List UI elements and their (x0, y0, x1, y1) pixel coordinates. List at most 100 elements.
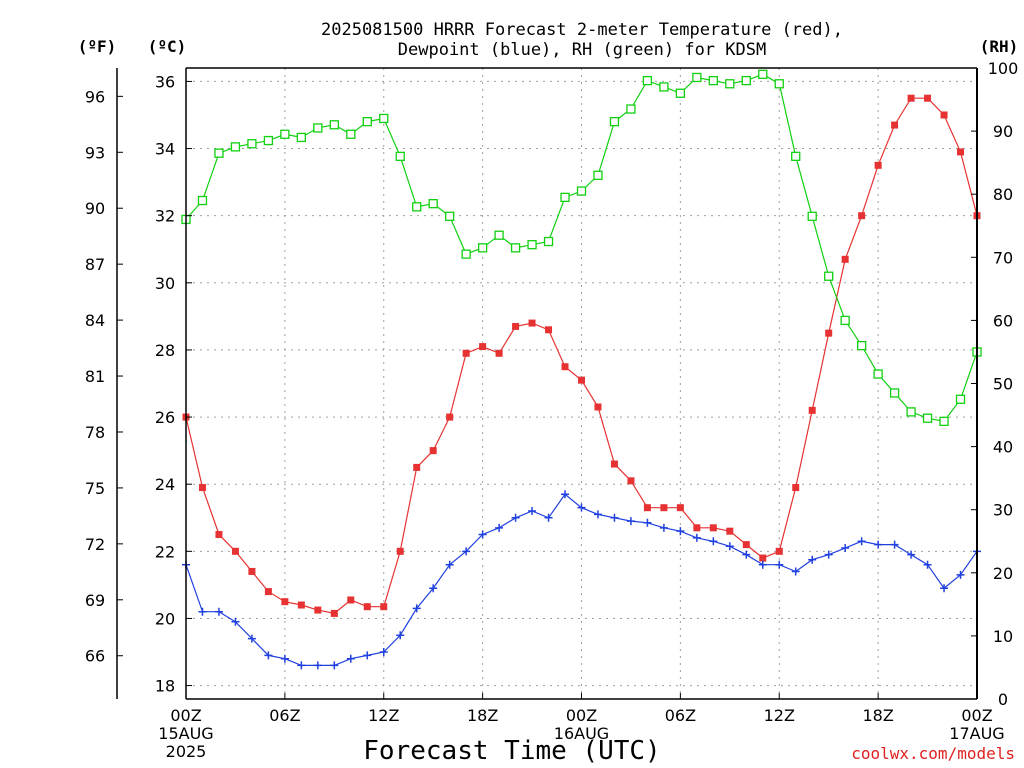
dewpoint-point (791, 567, 800, 576)
dewpoint-point (412, 604, 421, 613)
fahrenheit-tick-label: 78 (85, 423, 105, 442)
dewpoint-point (445, 560, 454, 569)
rh-point (922, 413, 933, 423)
rh-point (774, 79, 784, 89)
rh-point (329, 120, 339, 130)
dewpoint-point (725, 542, 734, 551)
temperature-point (198, 484, 206, 492)
x-tick-label: 18Z (467, 706, 498, 725)
temperature-point (627, 477, 635, 485)
chart-title-line-1: 2025081500 HRRR Forecast 2-meter Tempera… (321, 20, 843, 40)
celsius-tick-label: 20 (155, 609, 175, 628)
temperature-point (446, 413, 454, 421)
temperature-point (347, 596, 355, 604)
x-tick-label: 2025 (166, 742, 207, 761)
temperature-point (792, 484, 800, 492)
rh-point (840, 315, 850, 326)
rh-point (263, 135, 274, 146)
rh-point (379, 113, 389, 124)
temperature-point (610, 460, 618, 468)
text-layer: 2025081500 HRRR Forecast 2-meter Tempera… (78, 20, 1019, 766)
temperature-point (578, 376, 585, 384)
dewpoint-point (775, 560, 784, 569)
rh-point (543, 236, 554, 247)
x-tick-label: 06Z (269, 706, 300, 725)
temperature-point (231, 547, 239, 555)
celsius-tick-label: 26 (155, 408, 175, 427)
dewpoint-point (231, 617, 240, 626)
fahrenheit-tick-label: 66 (85, 647, 105, 666)
dewpoint-point (297, 661, 306, 670)
temperature-point (742, 541, 750, 549)
temperature-point (495, 349, 503, 357)
rh-point (296, 132, 307, 143)
dewpoint-point (907, 550, 916, 559)
dewpoint-point (890, 540, 899, 549)
dewpoint-point (940, 584, 949, 593)
rh-point (346, 129, 356, 139)
temperature-point (314, 606, 322, 614)
temperature-point (479, 343, 487, 351)
temperature-point (561, 363, 569, 371)
rh-point (576, 186, 587, 196)
rh-point (494, 230, 504, 240)
rh-tick-label: 20 (993, 564, 1013, 583)
dewpoint-point (676, 527, 685, 536)
dewpoint-point (264, 651, 273, 660)
rh-point (659, 82, 669, 92)
temperature-point (907, 94, 915, 102)
x-tick-label: 18Z (862, 706, 893, 725)
dewpoint-point (874, 540, 883, 549)
temperature-point (545, 326, 553, 334)
dewpoint-point (280, 654, 289, 663)
rh-point (593, 170, 603, 180)
x-tick-label: 17AUG (949, 724, 1004, 743)
rh-point (230, 142, 241, 152)
dewpoint-point (841, 543, 850, 552)
rh-point (412, 202, 422, 212)
rh-tick-label: 0 (998, 690, 1008, 709)
temperature-point (726, 527, 734, 535)
dewpoint-point (808, 555, 817, 564)
dewpoint-point (577, 503, 586, 512)
x-tick-label: 00Z (566, 706, 597, 725)
x-tick-label: 15AUG (158, 724, 213, 743)
rh-point (560, 192, 570, 203)
dewpoint-point (462, 547, 471, 556)
celsius-tick-label: 30 (155, 274, 175, 293)
rh-point (313, 123, 323, 133)
rh-point (527, 240, 537, 250)
fahrenheit-tick-label: 90 (85, 199, 105, 218)
rh-point (906, 407, 916, 417)
celsius-tick-label: 28 (155, 341, 175, 360)
fahrenheit-tick-label: 81 (85, 367, 105, 386)
grid-layer (185, 68, 978, 699)
temperature-point (676, 504, 684, 512)
x-tick-label: 12Z (764, 706, 795, 725)
fahrenheit-tick-label: 75 (85, 479, 105, 498)
frame-layer (116, 67, 978, 700)
temperature-point (429, 447, 437, 455)
dewpoint-point (956, 570, 965, 579)
rh-tick-label: 80 (993, 185, 1013, 204)
temperature-point (462, 349, 470, 357)
rh-tick-label: 60 (993, 311, 1013, 330)
temperature-point (874, 161, 882, 169)
rh-point (889, 388, 900, 398)
dewpoint-point (247, 634, 256, 643)
dewpoint-point (495, 523, 504, 532)
temperature-point (693, 524, 701, 532)
temperature-point (264, 588, 272, 596)
rh-point (873, 369, 883, 379)
rh-tick-label: 50 (993, 375, 1013, 394)
temperature-point (512, 322, 520, 330)
dewpoint-point (659, 523, 668, 532)
celsius-tick-label: 24 (155, 475, 175, 494)
fahrenheit-tick-label: 69 (85, 591, 105, 610)
rh-tick-label: 10 (993, 627, 1013, 646)
temperature-point (759, 554, 767, 562)
rh-point (197, 195, 208, 206)
rh-point (955, 394, 966, 404)
rh-point (626, 104, 636, 114)
